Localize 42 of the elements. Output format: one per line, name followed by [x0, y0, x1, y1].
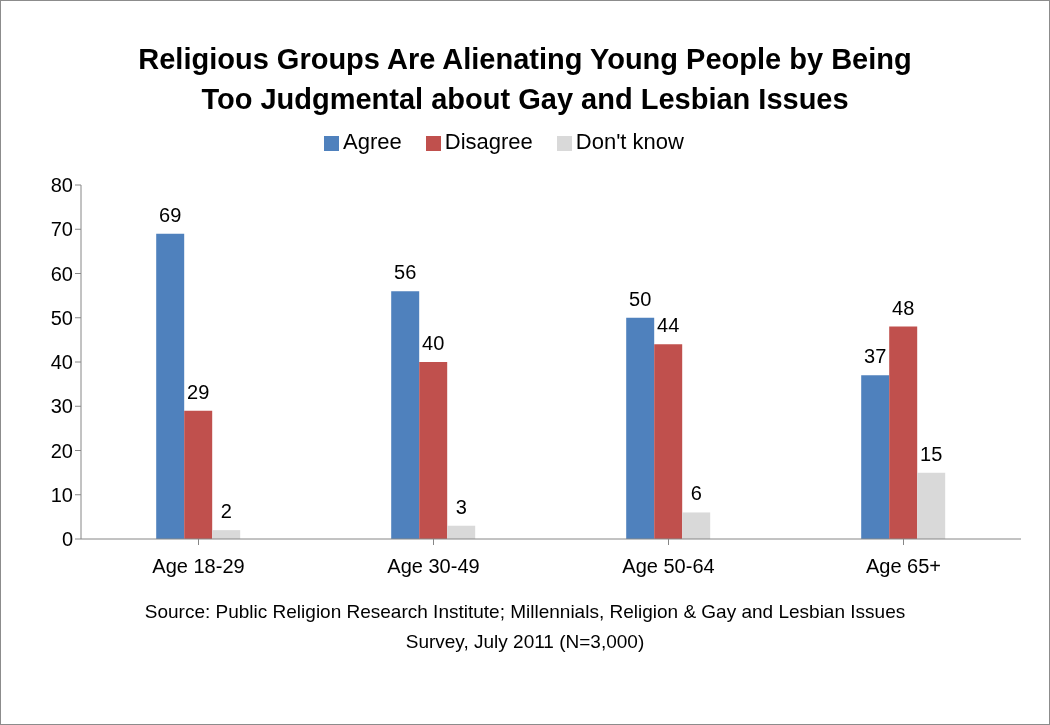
x-tick-label: Age 18-29 — [152, 555, 245, 578]
bar — [419, 362, 448, 539]
legend-label: Disagree — [444, 129, 533, 154]
bar — [212, 530, 241, 539]
x-tick-label: Age 30-49 — [387, 555, 480, 578]
y-tick-label: 40 — [50, 351, 73, 374]
chart-title: Religious Groups Are Alienating Young People by Being Too Judgmental about Gay and Lesbian Issues — [137, 42, 913, 117]
data-label: 48 — [892, 296, 915, 319]
data-label: 56 — [394, 261, 417, 284]
bar — [391, 291, 420, 539]
data-label: 50 — [629, 287, 652, 310]
bar — [682, 512, 711, 539]
bar — [626, 317, 655, 539]
data-label: 69 — [159, 203, 182, 226]
y-tick-label: 30 — [50, 395, 73, 418]
y-tick-label: 70 — [50, 218, 73, 241]
y-tick-label: 50 — [50, 306, 73, 329]
data-label: 15 — [920, 442, 943, 465]
data-label: 40 — [422, 332, 445, 354]
bar — [861, 375, 890, 539]
legend-label: Agree — [343, 129, 402, 154]
data-label: 2 — [220, 500, 232, 523]
data-label: 3 — [455, 495, 467, 518]
y-tick-label: 10 — [50, 483, 73, 506]
y-tick-label: 0 — [61, 528, 73, 551]
x-tick-label: Age 65+ — [865, 555, 942, 578]
data-label: 6 — [690, 482, 702, 505]
bar — [917, 472, 946, 539]
bar — [447, 525, 476, 539]
data-label: 37 — [864, 345, 887, 368]
data-label: 29 — [187, 380, 210, 403]
source-note: Source: Public Religion Research Institute; Millennials, Religion & Gay and Lesbian Issues Survey, July 2011 (N=3,000) — [143, 600, 907, 654]
bar — [889, 326, 918, 539]
bar — [184, 410, 213, 539]
x-tick-label: Age 50-64 — [622, 555, 715, 578]
y-tick-label: 20 — [50, 439, 73, 462]
bar — [654, 344, 683, 539]
y-tick-label: 80 — [50, 174, 73, 197]
legend-label: Don't know — [575, 129, 684, 154]
y-tick-label: 60 — [50, 262, 73, 285]
data-label: 44 — [657, 314, 680, 337]
bar — [156, 233, 185, 539]
